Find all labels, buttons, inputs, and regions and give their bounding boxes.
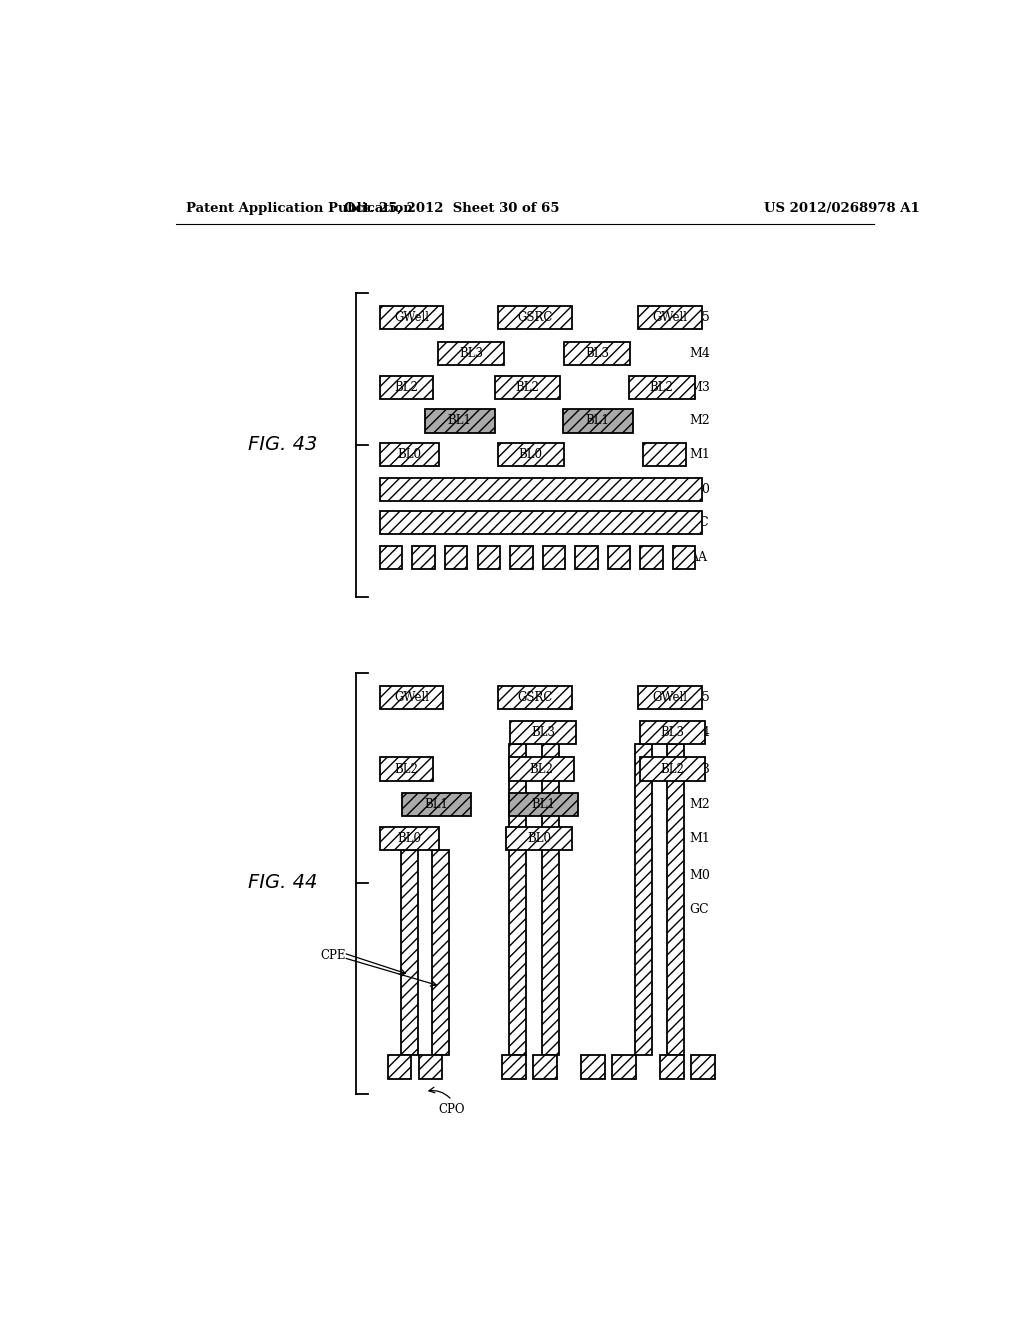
Text: M4: M4: [689, 726, 710, 739]
Bar: [477, 545, 500, 569]
Bar: [607, 545, 630, 569]
Text: GC: GC: [689, 516, 709, 529]
Bar: [506, 826, 572, 850]
Bar: [510, 721, 575, 743]
Bar: [612, 1056, 636, 1078]
Text: FIG. 44: FIG. 44: [248, 873, 317, 892]
Text: Patent Application Publication: Patent Application Publication: [186, 202, 413, 215]
Bar: [413, 545, 435, 569]
Bar: [509, 758, 574, 780]
Bar: [643, 444, 686, 466]
Text: BL0: BL0: [527, 832, 551, 845]
Bar: [564, 342, 630, 364]
Text: M2: M2: [689, 797, 710, 810]
Text: US 2012/0268978 A1: US 2012/0268978 A1: [764, 202, 920, 215]
Bar: [499, 686, 572, 709]
Text: M0: M0: [689, 869, 710, 882]
Text: CPO: CPO: [438, 1102, 465, 1115]
Text: GWell: GWell: [652, 312, 687, 325]
Text: BL2: BL2: [660, 763, 684, 776]
Text: M5: M5: [689, 312, 710, 325]
Text: AA: AA: [689, 550, 708, 564]
Text: M4: M4: [689, 347, 710, 360]
Text: M2: M2: [689, 414, 710, 428]
Bar: [380, 376, 432, 399]
Text: BL1: BL1: [447, 414, 472, 428]
Text: M3: M3: [689, 763, 710, 776]
Text: BL1: BL1: [586, 414, 609, 428]
Bar: [380, 511, 701, 535]
Text: BL2: BL2: [649, 380, 674, 393]
Bar: [380, 444, 438, 466]
Bar: [638, 686, 701, 709]
Text: M1: M1: [689, 449, 710, 462]
Bar: [582, 1056, 604, 1078]
Text: AA: AA: [689, 1060, 708, 1073]
Bar: [401, 793, 471, 816]
Text: BL1: BL1: [531, 797, 555, 810]
Text: BL2: BL2: [529, 763, 553, 776]
Text: M5: M5: [689, 690, 710, 704]
Bar: [640, 545, 663, 569]
Text: M3: M3: [689, 380, 710, 393]
Text: BL2: BL2: [394, 763, 418, 776]
Bar: [419, 1056, 442, 1078]
Bar: [635, 743, 652, 1056]
Bar: [438, 342, 504, 364]
Bar: [503, 1056, 525, 1078]
Bar: [495, 376, 560, 399]
Text: BL3: BL3: [586, 347, 609, 360]
Bar: [691, 1056, 715, 1078]
Text: CPE: CPE: [321, 949, 346, 962]
Text: GSRC: GSRC: [517, 312, 553, 325]
Bar: [380, 306, 443, 330]
Bar: [629, 376, 694, 399]
Bar: [563, 409, 633, 433]
Bar: [380, 686, 443, 709]
Text: BL1: BL1: [425, 797, 449, 810]
Text: M0: M0: [689, 483, 710, 496]
Bar: [388, 1056, 411, 1078]
Bar: [640, 721, 706, 743]
Bar: [380, 545, 402, 569]
Text: BL2: BL2: [394, 380, 418, 393]
Text: GWell: GWell: [652, 690, 687, 704]
Bar: [432, 850, 449, 1056]
Bar: [425, 409, 495, 433]
Text: BL3: BL3: [531, 726, 555, 739]
Bar: [543, 545, 565, 569]
Bar: [668, 743, 684, 1056]
Bar: [660, 1056, 684, 1078]
Bar: [542, 743, 559, 1056]
Bar: [380, 758, 432, 780]
Bar: [575, 545, 598, 569]
Bar: [445, 545, 467, 569]
Bar: [380, 826, 438, 850]
Bar: [534, 1056, 557, 1078]
Text: Oct. 25, 2012  Sheet 30 of 65: Oct. 25, 2012 Sheet 30 of 65: [344, 202, 560, 215]
Bar: [509, 793, 579, 816]
Bar: [509, 743, 526, 1056]
Bar: [640, 758, 706, 780]
Bar: [498, 444, 563, 466]
Text: BL0: BL0: [397, 449, 421, 462]
Text: GWell: GWell: [394, 690, 429, 704]
Text: BL3: BL3: [660, 726, 684, 739]
Text: GSRC: GSRC: [517, 690, 553, 704]
Text: GC: GC: [689, 903, 709, 916]
Text: M1: M1: [689, 832, 710, 845]
Bar: [380, 478, 701, 502]
Text: BL3: BL3: [459, 347, 483, 360]
Bar: [499, 306, 572, 330]
Bar: [510, 545, 532, 569]
Bar: [638, 306, 701, 330]
Bar: [400, 850, 418, 1056]
Text: BL0: BL0: [397, 832, 421, 845]
Text: GWell: GWell: [394, 312, 429, 325]
Text: BL0: BL0: [518, 449, 543, 462]
Bar: [673, 545, 695, 569]
Text: FIG. 43: FIG. 43: [248, 436, 317, 454]
Text: BL2: BL2: [515, 380, 540, 393]
